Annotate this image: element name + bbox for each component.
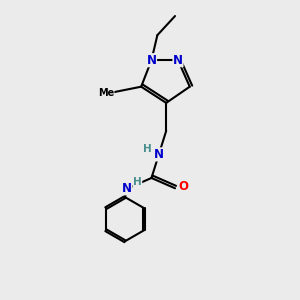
Text: N: N bbox=[146, 54, 157, 67]
Text: Me: Me bbox=[98, 88, 114, 98]
Text: H: H bbox=[143, 144, 152, 154]
Text: N: N bbox=[173, 54, 183, 67]
Text: H: H bbox=[133, 177, 142, 188]
Text: O: O bbox=[178, 180, 188, 193]
Text: N: N bbox=[154, 148, 164, 161]
Text: N: N bbox=[122, 182, 131, 195]
